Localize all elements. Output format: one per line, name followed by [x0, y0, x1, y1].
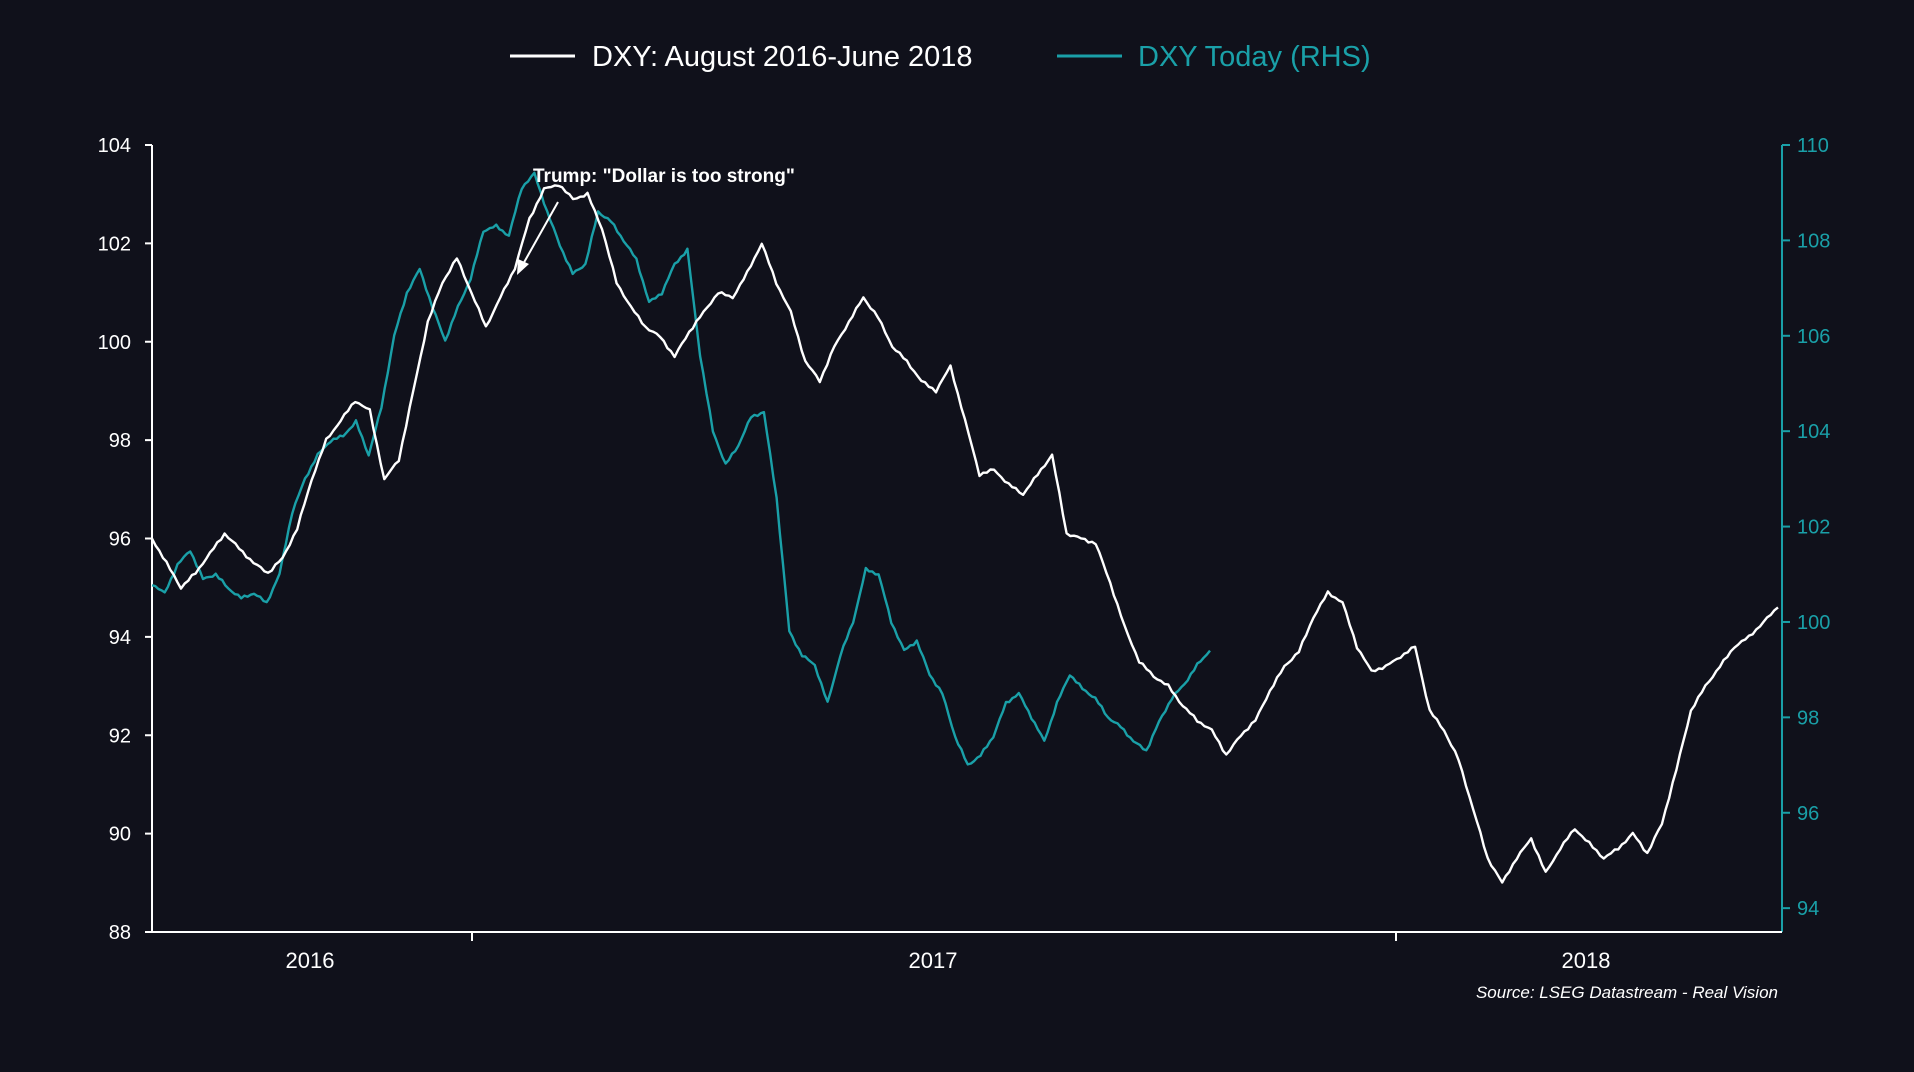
- plot-area: [150, 171, 1779, 884]
- series-line-dxy-2016-2018: [150, 184, 1779, 884]
- right-tick-label: 98: [1797, 707, 1819, 729]
- x-tick-label-2016: 2016: [286, 948, 335, 973]
- left-tick-label: 88: [109, 922, 131, 944]
- left-tick-label: 102: [98, 233, 131, 255]
- left-tick-label: 100: [98, 332, 131, 354]
- right-tick-label: 108: [1797, 230, 1830, 252]
- legend: DXY: August 2016-June 2018 DXY Today (RH…: [510, 41, 1371, 73]
- annotation-label: Trump: "Dollar is too strong": [533, 166, 795, 187]
- x-tick-label-2017: 2017: [909, 948, 958, 973]
- right-tick-label: 104: [1797, 421, 1830, 443]
- right-axis: 94 96 98 100 102 104 106 108 110: [1781, 135, 1830, 932]
- left-tick-label: 98: [109, 430, 131, 452]
- right-tick-label: 96: [1797, 803, 1819, 825]
- annotation: Trump: "Dollar is too strong": [517, 166, 795, 275]
- left-tick-label: 92: [109, 725, 131, 747]
- series-line-dxy-today: [151, 171, 1211, 766]
- right-tick-label: 100: [1797, 612, 1830, 634]
- right-tick-label: 106: [1797, 326, 1830, 348]
- left-tick-label: 94: [109, 627, 131, 649]
- right-tick-label: 102: [1797, 517, 1830, 539]
- annotation-arrow-head: [517, 259, 529, 275]
- left-tick-label: 96: [109, 529, 131, 551]
- legend-label-dxy-2016-2018: DXY: August 2016-June 2018: [592, 41, 973, 73]
- x-tick-label-2018: 2018: [1562, 948, 1611, 973]
- left-tick-label: 90: [109, 824, 131, 846]
- right-tick-label: 94: [1797, 898, 1819, 920]
- left-tick-label: 104: [98, 135, 131, 157]
- source-note: Source: LSEG Datastream - Real Vision: [1476, 983, 1778, 1002]
- x-axis: 2016 2017 2018: [145, 931, 1782, 973]
- right-tick-label: 110: [1797, 135, 1829, 157]
- legend-label-dxy-today: DXY Today (RHS): [1138, 41, 1371, 73]
- annotation-arrow-shaft: [521, 201, 559, 267]
